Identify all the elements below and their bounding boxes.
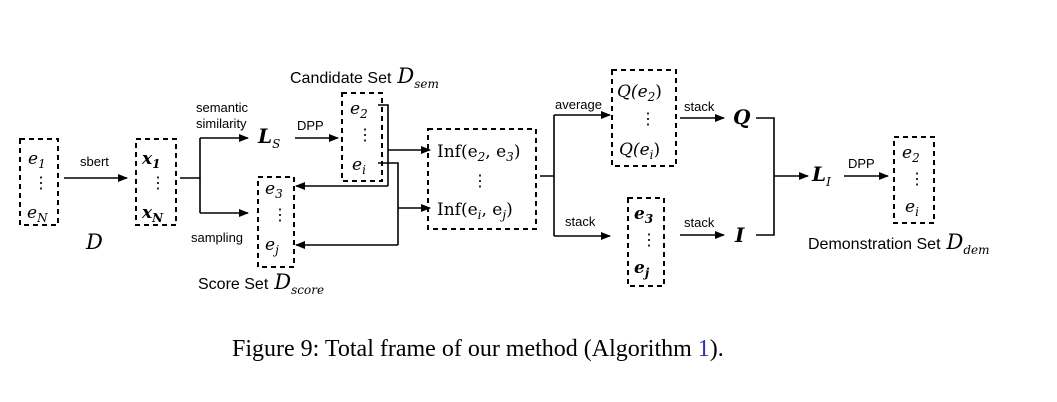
- node-e1: e1: [28, 149, 46, 171]
- sampling-label: sampling: [191, 230, 243, 245]
- average-label: average: [555, 97, 602, 112]
- kernel-LI: LI: [811, 162, 831, 189]
- influence-box: [427, 128, 537, 230]
- vdots: ⋮: [357, 125, 373, 144]
- candidate-set-title: Candidate Set Dsem: [290, 64, 439, 91]
- vdots: ⋮: [272, 205, 288, 224]
- stack-box: [627, 197, 665, 287]
- candidate-box: [341, 92, 383, 182]
- vdots: ⋮: [641, 230, 657, 249]
- node-ei: ei: [352, 155, 366, 177]
- embedding-box: [135, 138, 177, 226]
- candidate-ei-connector: [378, 162, 399, 208]
- node-eN: eN: [27, 203, 48, 225]
- vdots: ⋮: [150, 173, 166, 192]
- node-e2: e2: [350, 99, 368, 121]
- node-ej: ej: [265, 235, 279, 257]
- q-ei: Q(ei): [619, 140, 660, 162]
- input-box: [19, 138, 59, 226]
- node-e2-dem: e2: [902, 143, 920, 165]
- dpp-label-2: DPP: [848, 156, 875, 171]
- node-ei-dem: ei: [905, 197, 919, 219]
- q-box: [611, 69, 677, 167]
- figure-caption: Figure 9: Total frame of our method (Alg…: [232, 336, 724, 362]
- node-xN: xN: [141, 203, 164, 225]
- candidate-e2-connector: [378, 104, 389, 150]
- node-ej-bold: ej: [634, 258, 650, 280]
- score-box: [257, 176, 295, 268]
- inf-ei-ej: Inf(ei, ej): [437, 200, 513, 222]
- q-e2: Q(e2): [617, 82, 662, 104]
- node-x1: x1: [141, 149, 161, 171]
- stack-label-top: stack: [684, 99, 715, 114]
- kernel-LS: LS: [257, 124, 280, 151]
- merge-bracket: [756, 117, 775, 236]
- vdots: ⋮: [640, 109, 656, 128]
- semantic-label: semantic: [196, 100, 249, 115]
- vdots: ⋮: [472, 171, 488, 190]
- matrix-Q: Q: [733, 105, 751, 129]
- vdots: ⋮: [33, 173, 49, 192]
- demonstration-set-title: Demonstration Set Ddem: [808, 230, 990, 257]
- vdots: ⋮: [909, 169, 925, 188]
- matrix-I: I: [734, 223, 745, 247]
- score-set-title: Score Set Dscore: [198, 270, 324, 297]
- similarity-label: similarity: [196, 116, 247, 131]
- stack-label-left: stack: [565, 214, 596, 229]
- node-e3-bold: e3: [634, 204, 653, 226]
- demonstration-box: [893, 136, 935, 224]
- inf-e2-e3: Inf(e2, e3): [437, 142, 520, 164]
- dataset-label-D: D: [85, 230, 103, 254]
- branch-up: [180, 138, 201, 179]
- stack-label-bottom: stack: [684, 215, 715, 230]
- split-up: [540, 115, 555, 177]
- node-e3: e3: [265, 179, 283, 201]
- dpp-label-1: DPP: [297, 118, 324, 133]
- sbert-label: sbert: [80, 154, 109, 169]
